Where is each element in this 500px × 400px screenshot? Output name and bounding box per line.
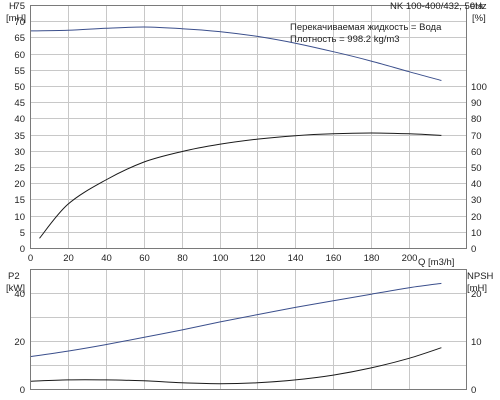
p2-tick-label: 20: [14, 337, 25, 348]
eta-tick-label: 40: [471, 179, 482, 190]
h-tick-label: 20: [14, 179, 25, 190]
npsh-tick-label: 10: [471, 337, 482, 348]
power-curve: [29, 282, 442, 358]
h-tick-label: 50: [14, 82, 25, 93]
q-axis-ticks: 0 20 40 60 80 100 120 140 160 180 200: [28, 253, 418, 264]
q-tick-label: 60: [139, 253, 150, 264]
q-tick-label: 200: [402, 253, 418, 264]
q-tick-label: 160: [326, 253, 342, 264]
q-tick-label: 0: [28, 253, 33, 264]
eta-tick-label: 60: [471, 147, 482, 158]
q-tick-label: 140: [288, 253, 304, 264]
eta-axis-ticks: 0 10 20 30 40 50 60 70 80 90 100: [471, 82, 487, 255]
q-tick-label: 120: [250, 253, 266, 264]
q-tick-label: 20: [63, 253, 74, 264]
h-tick-label: 70: [14, 17, 25, 28]
h-tick-label: 0: [20, 244, 25, 255]
chart-title: NK 100-400/432, 50Hz: [390, 1, 487, 12]
h-tick-label: 15: [14, 195, 25, 206]
h-tick-label: 40: [14, 114, 25, 125]
h-tick-label: 30: [14, 147, 25, 158]
h-tick-label: 10: [14, 212, 25, 223]
p2-axis-unit: [kW]: [6, 283, 25, 294]
eta-tick-label: 30: [471, 195, 482, 206]
eta-tick-label: 0: [471, 244, 476, 255]
q-axis-label: Q [m3/h]: [418, 257, 454, 268]
h-axis-title: H: [9, 1, 16, 12]
eta-axis-title: eta: [470, 1, 484, 12]
h-tick-label: 35: [14, 131, 25, 142]
h-axis-unit: [mH]: [6, 13, 26, 24]
bottom-curves: [29, 282, 442, 385]
fluid-annotation: Перекачиваемая жидкость = Вода: [290, 22, 442, 33]
q-tick-label: 100: [213, 253, 229, 264]
h-tick-label: 75: [14, 1, 25, 12]
h-tick-label: 5: [20, 228, 25, 239]
npsh-curve: [29, 347, 442, 385]
top-grid: [30, 5, 466, 249]
bottom-grid: [30, 269, 466, 389]
eta-tick-label: 10: [471, 228, 482, 239]
eta-tick-label: 70: [471, 131, 482, 142]
p2-axis-ticks: 0 20 40: [14, 289, 25, 396]
p2-axis-title: P2: [8, 271, 20, 282]
efficiency-curve: [39, 132, 442, 239]
p2-tick-label: 40: [14, 289, 25, 300]
h-axis-ticks: 0 5 10 15 20 25 30 35 40 45 50 55 60 65 70 75: [14, 1, 25, 255]
eta-tick-label: 50: [471, 163, 482, 174]
npsh-axis-title: NPSH: [467, 271, 494, 282]
q-tick-label: 180: [364, 253, 380, 264]
h-tick-label: 60: [14, 50, 25, 61]
h-tick-label: 65: [14, 33, 25, 44]
eta-tick-label: 90: [471, 98, 482, 109]
q-tick-label: 80: [177, 253, 188, 264]
npsh-tick-label: 0: [471, 385, 476, 396]
top-plot-frame: [30, 5, 467, 249]
npsh-tick-label: 20: [471, 289, 482, 300]
h-tick-label: 45: [14, 98, 25, 109]
npsh-axis-unit: [mH]: [467, 283, 487, 294]
eta-axis-unit: [%]: [472, 13, 486, 24]
eta-tick-label: 20: [471, 212, 482, 223]
q-tick-label: 40: [101, 253, 112, 264]
npsh-axis-ticks: 0 10 20: [471, 289, 482, 396]
head-curve: [29, 26, 442, 81]
bottom-plot-frame: [30, 269, 467, 390]
h-tick-label: 25: [14, 163, 25, 174]
eta-tick-label: 80: [471, 114, 482, 125]
p2-tick-label: 0: [20, 385, 25, 396]
top-curves: [29, 26, 442, 239]
h-tick-label: 55: [14, 66, 25, 77]
density-annotation: Плотность = 998.2 kg/m3: [290, 34, 400, 45]
eta-tick-label: 100: [471, 82, 487, 93]
